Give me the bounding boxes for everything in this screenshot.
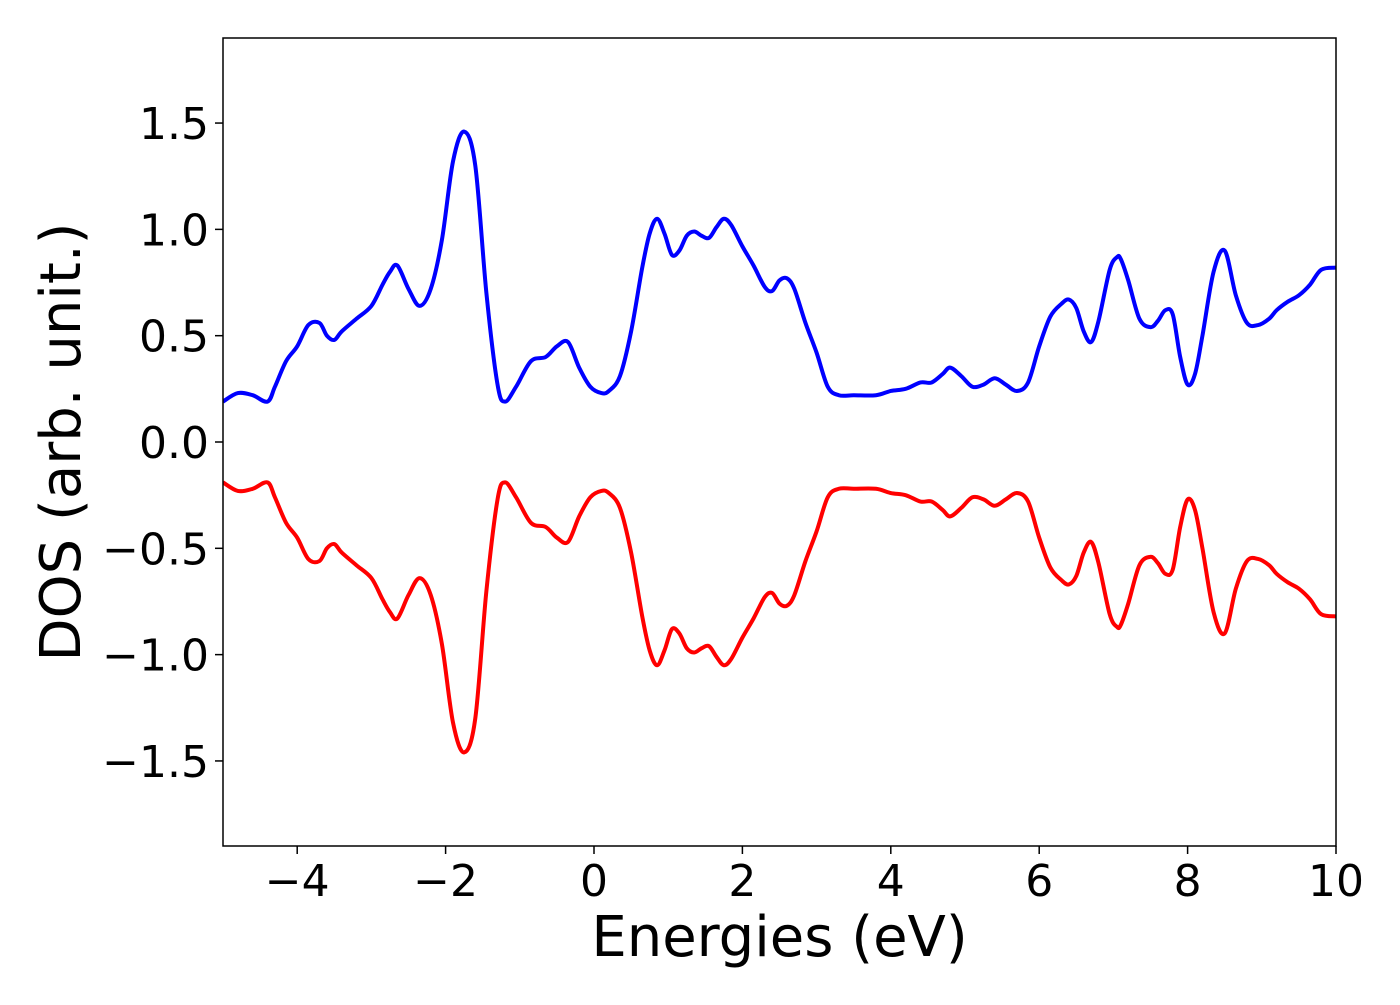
x-tick-label: 6 xyxy=(1025,856,1053,907)
y-tick-label: −1.5 xyxy=(102,737,209,788)
x-tick-label: 10 xyxy=(1308,856,1364,907)
x-tick-label: −2 xyxy=(413,856,478,907)
y-tick-label: 0.5 xyxy=(139,312,209,363)
y-tick-label: 1.5 xyxy=(139,99,209,150)
y-tick-label: 1.0 xyxy=(139,205,209,256)
x-tick-label: 4 xyxy=(877,856,905,907)
x-tick-label: 2 xyxy=(728,856,756,907)
x-axis-title: Energies (eV) xyxy=(591,905,967,970)
y-axis: 1.5 1.0 0.5 0.0 −0.5 −1.0 −1.5 xyxy=(102,99,223,788)
plot-frame xyxy=(222,37,1337,847)
y-tick-label: −1.0 xyxy=(102,631,209,682)
y-axis-title: DOS (arb. unit.) xyxy=(29,222,94,661)
x-axis: −4 −2 0 2 4 6 8 10 xyxy=(265,846,1364,907)
y-tick-label: 0.0 xyxy=(139,418,209,469)
series-line-1 xyxy=(223,129,1336,404)
series-line-2 xyxy=(223,480,1336,755)
x-tick-label: −4 xyxy=(265,856,330,907)
x-tick-label: 0 xyxy=(580,856,608,907)
y-tick-label: −0.5 xyxy=(102,524,209,575)
x-tick-label: 8 xyxy=(1174,856,1202,907)
series-layer xyxy=(223,129,1336,755)
